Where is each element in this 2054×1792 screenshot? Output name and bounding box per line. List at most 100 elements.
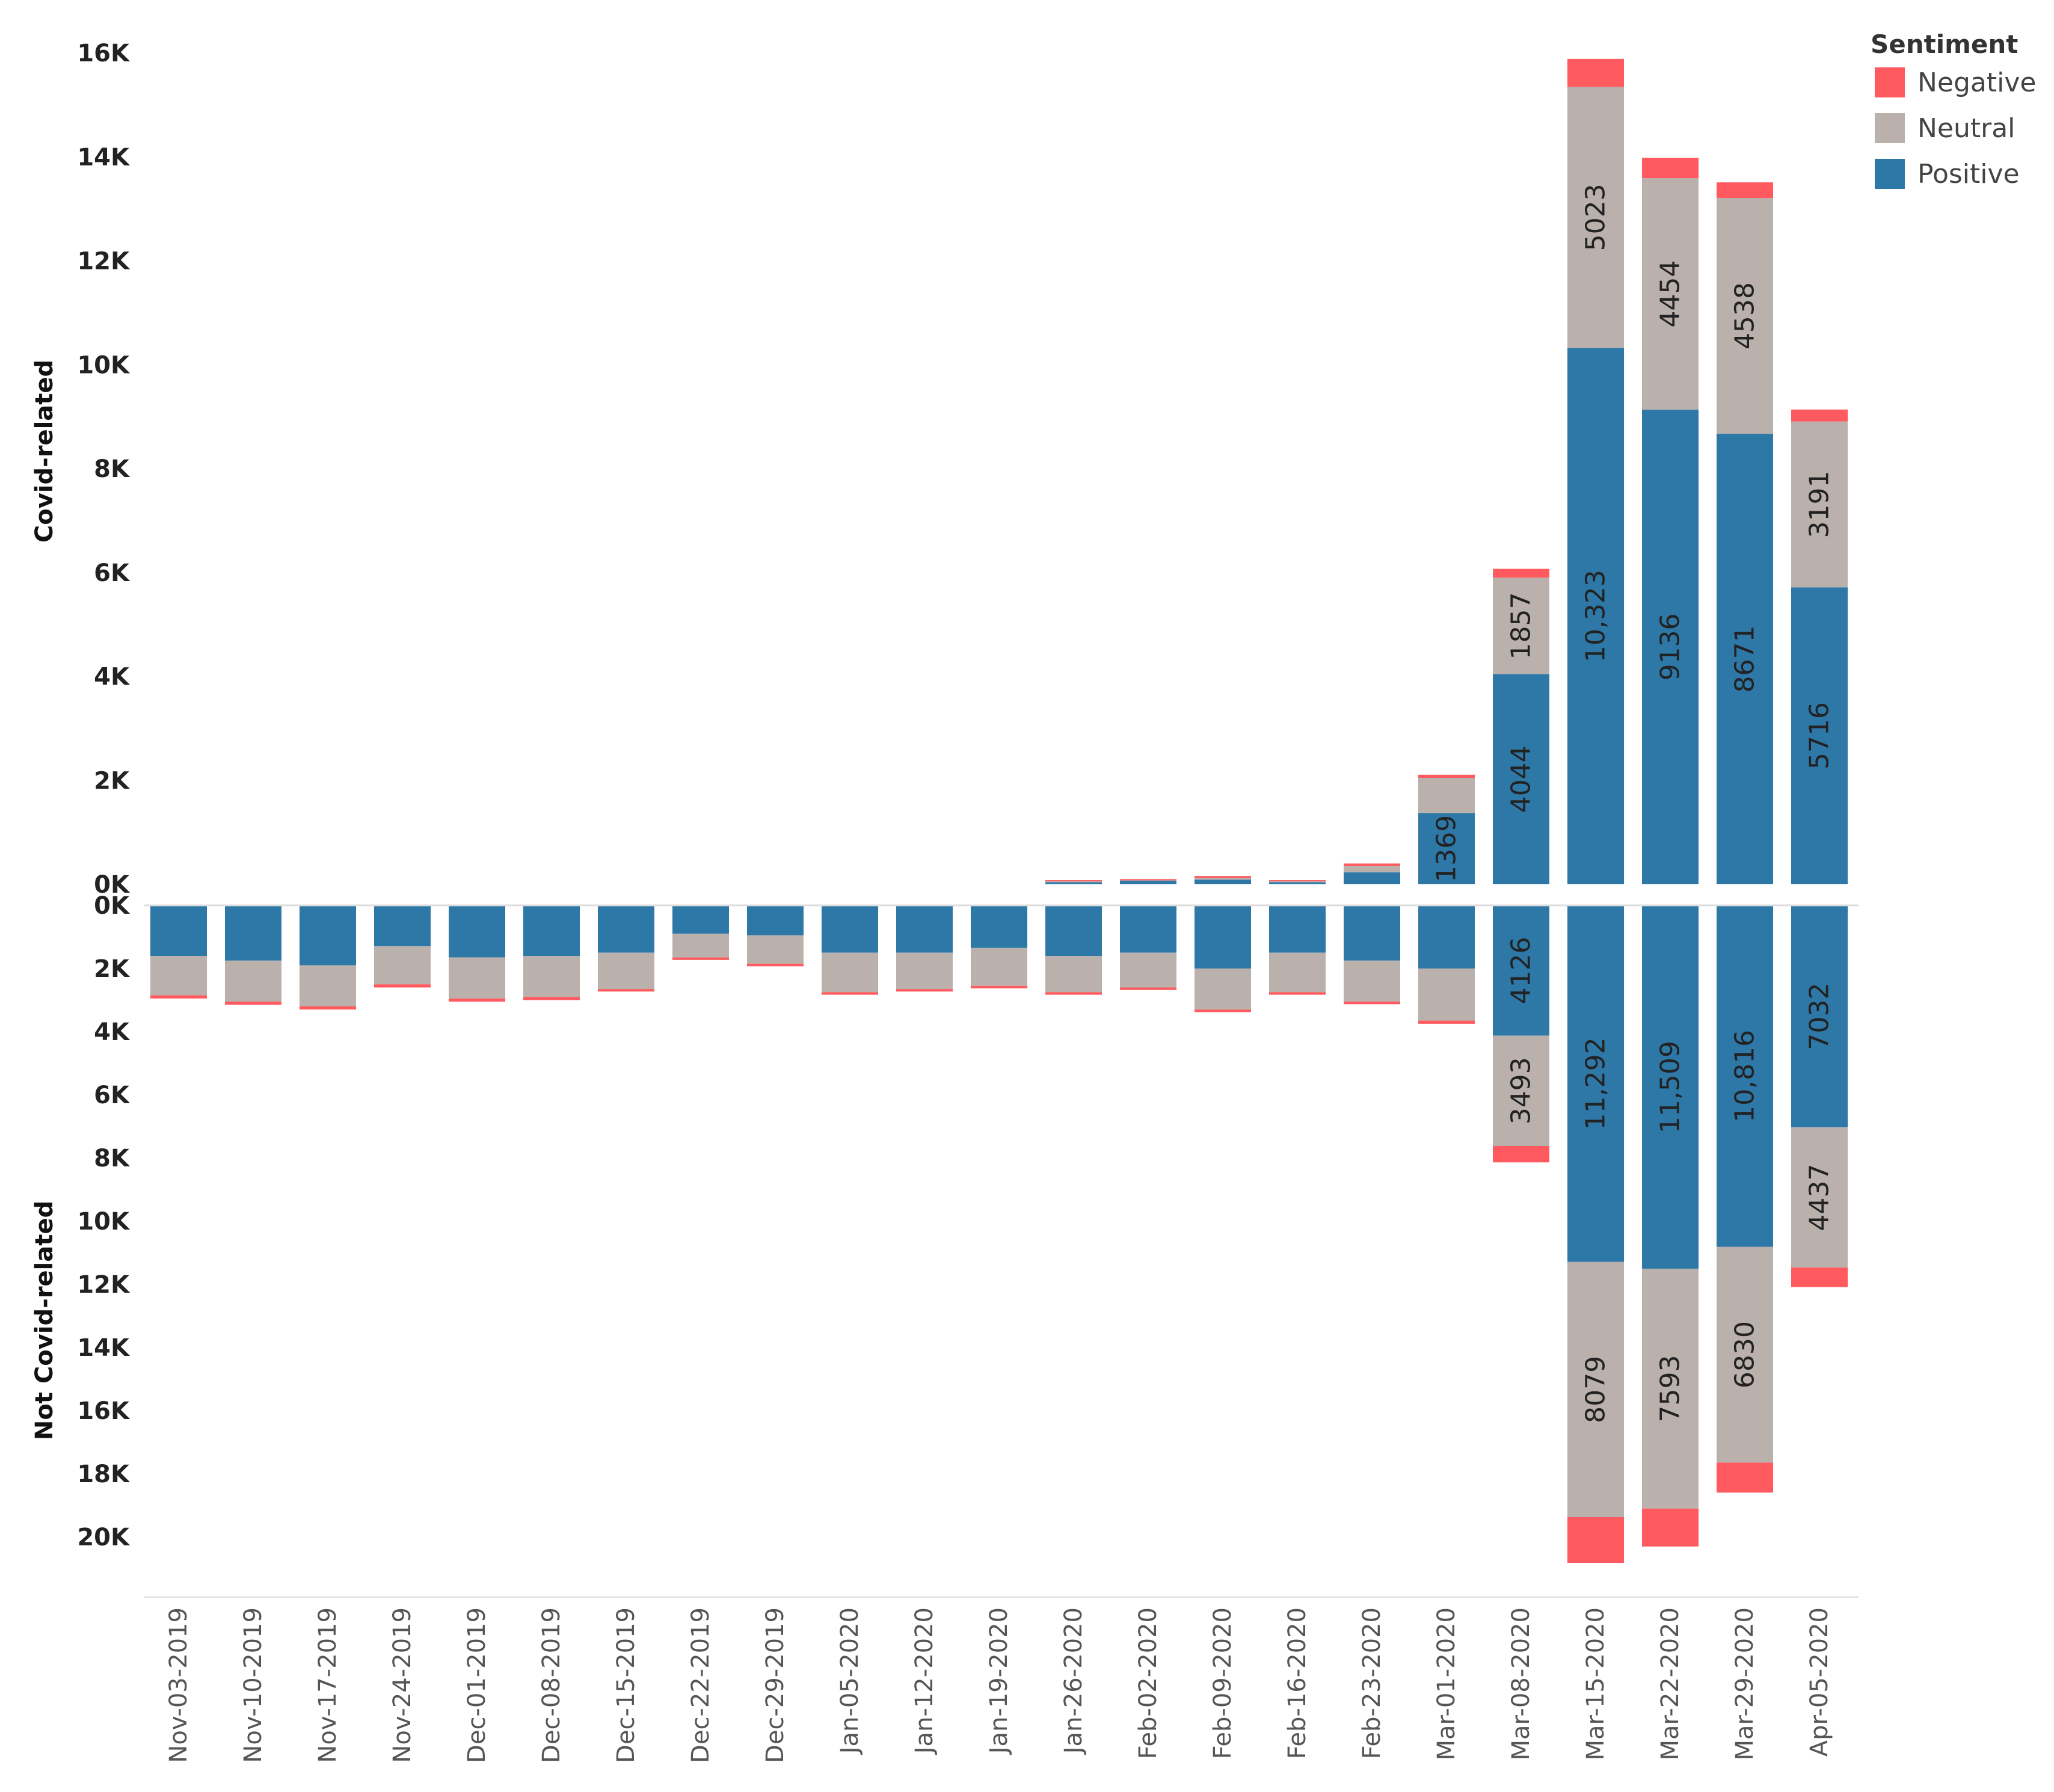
x-tick-label: Nov-10-2019: [239, 1607, 267, 1763]
y-tick-label: 10K: [77, 1208, 131, 1236]
data-label: 4437: [1804, 1164, 1835, 1231]
bar-covid-neutral: [1567, 87, 1624, 348]
x-tick-label: Jan-26-2020: [1060, 1607, 1087, 1755]
covid-y-axis-title: Covid-related: [31, 360, 58, 543]
legend-label-negative: Negative: [1917, 67, 2036, 98]
bar-not_covid-neutral: [1195, 968, 1251, 1010]
bar-not_covid-neutral: [747, 935, 804, 964]
bar-not_covid-neutral: [374, 946, 431, 985]
bar-covid-neutral: [1418, 778, 1475, 813]
y-tick-label: 10K: [77, 351, 131, 379]
y-tick-label: 8K: [94, 455, 131, 483]
bar-not_covid-positive: [1344, 905, 1400, 961]
bar-covid-neutral: [1642, 178, 1699, 410]
bar-not_covid-positive: [1642, 905, 1699, 1269]
data-label: 7593: [1655, 1355, 1686, 1423]
not-covid-y-axis-title: Not Covid-related: [31, 1201, 58, 1440]
bar-not_covid-positive: [449, 905, 505, 958]
bars: [150, 58, 1848, 1563]
bar-not_covid-negative: [1195, 1009, 1251, 1012]
y-tick-label: 2K: [94, 955, 131, 983]
bar-not_covid-positive: [225, 905, 281, 961]
bar-not_covid-negative: [1567, 1516, 1624, 1563]
bar-not_covid-positive: [1493, 905, 1549, 1036]
bar-covid-positive: [1791, 587, 1848, 884]
bar-covid-positive: [1269, 882, 1326, 884]
bar-covid-positive: [1642, 409, 1699, 884]
not-covid-y-axis: 0K 2K 4K 6K 8K 10K 12K 14K 16K 18K 20K: [77, 892, 131, 1551]
bar-not_covid-neutral: [1344, 960, 1400, 1002]
bar-not_covid-neutral: [449, 957, 505, 999]
bar-not_covid-positive: [896, 905, 953, 953]
legend-swatch-positive: [1875, 159, 1905, 189]
x-tick-label: Mar-22-2020: [1656, 1607, 1684, 1760]
bar-covid-negative: [1344, 863, 1400, 866]
bar-covid-negative: [1642, 158, 1699, 179]
legend-label-neutral: Neutral: [1917, 113, 2015, 144]
bar-not_covid-positive: [1791, 905, 1848, 1128]
data-label: 3493: [1506, 1057, 1537, 1124]
y-tick-label: 16K: [77, 40, 131, 67]
bar-not_covid-neutral: [1493, 1035, 1549, 1146]
y-tick-label: 16K: [77, 1397, 131, 1425]
bar-covid-neutral: [1493, 577, 1549, 674]
data-label: 7032: [1804, 983, 1835, 1050]
x-tick-label: Feb-02-2020: [1134, 1607, 1162, 1759]
bar-not_covid-neutral: [598, 952, 654, 990]
bar-covid-neutral: [1344, 866, 1400, 873]
x-tick-label: Nov-17-2019: [314, 1607, 342, 1763]
data-label: 4538: [1730, 282, 1760, 349]
data-label: 11,292: [1581, 1037, 1611, 1130]
data-label: 9136: [1655, 613, 1686, 680]
bar-covid-negative: [1717, 182, 1773, 199]
y-tick-label: 0K: [94, 892, 131, 920]
legend: Sentiment Negative Neutral Positive: [1871, 29, 2036, 189]
bar-not_covid-neutral: [1791, 1127, 1848, 1268]
bar-not_covid-positive: [822, 905, 878, 953]
bar-covid-neutral: [1717, 198, 1773, 434]
bar-covid-negative: [1493, 568, 1549, 578]
bar-not_covid-neutral: [300, 965, 356, 1006]
covid-y-axis: 0K 2K 4K 6K 8K 10K 12K 14K 16K: [77, 40, 131, 899]
y-tick-label: 14K: [77, 144, 131, 171]
legend-swatch-negative: [1875, 67, 1905, 97]
data-label: 10,323: [1581, 570, 1611, 662]
data-labels: 1369 4044 1857 4126 3493 10,323 5023 11,292 8079…: [1431, 183, 1835, 1423]
bar-not_covid-positive: [523, 905, 580, 956]
y-tick-label: 20K: [77, 1524, 131, 1551]
x-axis: Nov-03-2019 Nov-10-2019 Nov-17-2019 Nov-24-…: [165, 1607, 1833, 1763]
data-label: 11,509: [1655, 1041, 1686, 1133]
bar-not_covid-positive: [1418, 905, 1475, 968]
bar-not_covid-negative: [1120, 987, 1176, 990]
bar-covid-positive: [1717, 434, 1773, 884]
bar-not_covid-negative: [1418, 1020, 1475, 1024]
y-tick-label: 4K: [94, 664, 131, 691]
bar-not_covid-neutral: [150, 956, 207, 996]
bar-not_covid-negative: [449, 998, 505, 1002]
bar-not_covid-positive: [1717, 905, 1773, 1247]
y-tick-label: 0K: [94, 871, 131, 899]
data-label: 4126: [1506, 937, 1537, 1004]
bar-not_covid-positive: [300, 905, 356, 965]
y-tick-label: 18K: [77, 1461, 131, 1488]
data-label: 8671: [1730, 626, 1760, 693]
x-tick-label: Dec-01-2019: [463, 1607, 491, 1763]
bar-covid-negative: [1269, 880, 1326, 882]
bar-not_covid-negative: [747, 964, 804, 967]
y-tick-label: 6K: [94, 1082, 131, 1109]
bar-not_covid-positive: [747, 905, 804, 935]
bar-covid-negative: [1045, 880, 1102, 882]
data-label: 4454: [1655, 260, 1686, 328]
bar-covid-neutral: [1269, 881, 1326, 882]
bar-not_covid-positive: [971, 905, 1027, 948]
x-tick-label: Mar-15-2020: [1582, 1607, 1610, 1760]
bar-not_covid-negative: [598, 989, 654, 992]
bar-not_covid-positive: [1120, 905, 1176, 953]
x-tick-label: Feb-16-2020: [1284, 1607, 1311, 1759]
bar-not_covid-negative: [1791, 1267, 1848, 1287]
bar-not_covid-negative: [1269, 992, 1326, 995]
bar-not_covid-neutral: [971, 947, 1027, 986]
bar-covid-positive: [1195, 879, 1251, 884]
legend-title: Sentiment: [1871, 29, 2018, 59]
data-label: 6830: [1730, 1321, 1760, 1388]
